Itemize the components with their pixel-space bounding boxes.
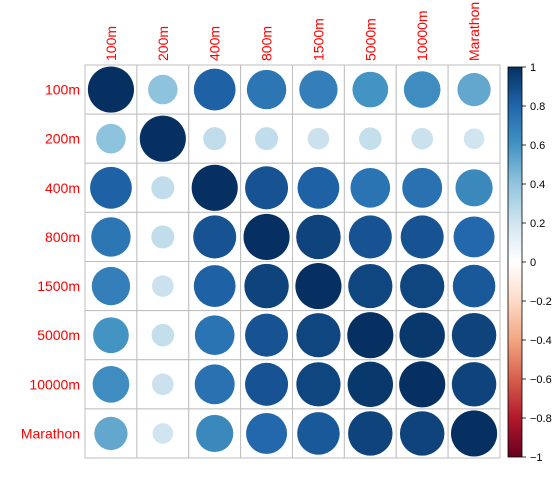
correlation-circle-Marathon-400m — [196, 414, 234, 453]
column-labels: 100m 200m 400m 800m 1500m 5000m 10000m Marathon — [103, 2, 482, 61]
colorbar-tick-label: 0.6 — [530, 140, 545, 152]
column-label-10000m: 10000m — [414, 10, 430, 61]
colorbar-tick-label: 0 — [530, 257, 536, 269]
row-label-400m: 400m — [45, 180, 80, 196]
correlation-circle-10000m-200m — [151, 373, 174, 396]
correlation-circle-400m-200m — [151, 176, 175, 200]
correlation-circle-1500m-5000m — [348, 263, 393, 309]
colorbar-tick-label: 1 — [530, 62, 536, 74]
correlation-circle-1500m-1500m — [295, 263, 342, 310]
row-label-Marathon: Marathon — [21, 425, 80, 441]
correlation-circle-5000m-100m — [93, 317, 129, 354]
correlation-circle-100m-800m — [246, 69, 287, 110]
colorbar-tick-label: 0.8 — [530, 101, 545, 113]
column-label-400m: 400m — [207, 26, 223, 61]
correlation-circle-5000m-1500m — [296, 313, 341, 358]
correlation-circle-1500m-400m — [193, 265, 236, 307]
correlation-circle-10000m-1500m — [296, 362, 341, 407]
correlation-circle-400m-1500m — [297, 166, 340, 209]
correlation-circle-800m-10000m — [400, 215, 444, 259]
correlation-circle-400m-100m — [90, 166, 132, 209]
column-label-800m: 800m — [259, 26, 275, 61]
correlation-circle-100m-10000m — [403, 71, 441, 108]
correlation-circle-100m-1500m — [299, 70, 338, 109]
correlation-circle-10000m-800m — [245, 362, 289, 406]
correlation-circle-800m-5000m — [348, 215, 392, 259]
colorbar-tick-label: 0.2 — [530, 218, 545, 230]
correlation-circle-1500m-800m — [244, 263, 289, 309]
correlation-circle-Marathon-800m — [246, 412, 288, 454]
correlation-circle-200m-5000m — [359, 127, 382, 150]
correlation-circle-5000m-10000m — [399, 312, 445, 358]
correlation-circle-200m-1500m — [307, 127, 330, 150]
row-labels: 100m 200m 400m 800m 1500m 5000m 10000m Marathon — [21, 82, 80, 442]
colorbar-gradient — [507, 66, 523, 458]
correlation-circle-100m-Marathon — [457, 72, 491, 107]
correlation-circle-Marathon-200m — [152, 423, 174, 444]
correlation-circle-Marathon-Marathon — [451, 410, 498, 457]
colorbar-tick-label: −0.2 — [530, 296, 552, 308]
correlation-circle-100m-400m — [193, 68, 236, 111]
row-label-800m: 800m — [45, 229, 80, 245]
correlation-circle-800m-100m — [91, 217, 131, 257]
column-label-100m: 100m — [103, 26, 119, 61]
row-label-100m: 100m — [45, 82, 80, 98]
correlation-circle-200m-Marathon — [463, 128, 485, 150]
correlation-circle-800m-400m — [193, 215, 237, 259]
correlation-circle-800m-Marathon — [453, 216, 495, 258]
correlation-circle-100m-100m — [87, 66, 134, 113]
correlation-circle-Marathon-10000m — [399, 411, 445, 456]
correlation-circle-Marathon-1500m — [297, 412, 340, 455]
correlation-circle-200m-10000m — [411, 127, 434, 150]
column-label-200m: 200m — [155, 26, 171, 61]
correlation-circle-800m-800m — [243, 213, 290, 260]
colorbar-tick-label: −0.6 — [530, 374, 552, 386]
colorbar-tick-label: −0.4 — [530, 335, 552, 347]
correlation-circle-1500m-100m — [91, 266, 131, 306]
correlation-circle-5000m-5000m — [347, 312, 394, 359]
correlation-circle-100m-200m — [148, 74, 178, 105]
correlation-circle-5000m-800m — [245, 313, 289, 357]
correlation-circle-5000m-400m — [194, 315, 235, 356]
colorbar-tick-label: −1 — [530, 452, 543, 464]
colorbar-tick-label: −0.8 — [530, 413, 552, 425]
correlation-circle-400m-800m — [245, 166, 289, 210]
correlation-circle-10000m-10000m — [399, 361, 446, 408]
correlation-circle-10000m-5000m — [347, 361, 394, 408]
row-label-200m: 200m — [45, 131, 80, 147]
correlation-circle-10000m-100m — [92, 366, 130, 403]
correlation-circles — [87, 66, 498, 457]
correlation-circle-400m-10000m — [402, 167, 443, 208]
row-label-5000m: 5000m — [37, 327, 80, 343]
column-label-Marathon: Marathon — [466, 2, 482, 61]
row-label-10000m: 10000m — [29, 376, 80, 392]
column-label-1500m: 1500m — [310, 18, 326, 61]
row-label-1500m: 1500m — [37, 278, 80, 294]
column-label-5000m: 5000m — [362, 18, 378, 61]
correlation-circle-200m-400m — [203, 127, 227, 151]
correlation-circle-800m-1500m — [296, 214, 341, 260]
grid-cell — [343, 113, 397, 164]
correlation-circle-800m-200m — [151, 225, 175, 249]
correlation-circle-Marathon-100m — [94, 416, 128, 451]
colorbar: 1 0.8 0.6 0.4 0.2 0 −0.2 −0.4 −0.6 −0.8 −1 — [507, 62, 552, 464]
correlation-circle-10000m-400m — [194, 364, 235, 405]
correlation-circle-400m-5000m — [350, 167, 391, 208]
colorbar-tick-label: 0.4 — [530, 179, 545, 191]
correlation-circle-1500m-Marathon — [452, 264, 496, 308]
correlation-circle-1500m-200m — [151, 275, 174, 297]
correlation-circle-200m-800m — [255, 127, 279, 151]
correlation-circle-400m-Marathon — [455, 169, 493, 207]
correlation-circle-400m-400m — [191, 164, 238, 211]
correlation-circle-Marathon-5000m — [348, 411, 393, 456]
correlation-circle-100m-5000m — [352, 71, 389, 108]
correlation-circle-5000m-Marathon — [451, 312, 497, 358]
correlation-circle-1500m-10000m — [400, 263, 445, 309]
correlation-circle-200m-100m — [96, 123, 126, 154]
correlation-circle-10000m-Marathon — [451, 362, 497, 407]
correlation-circle-5000m-200m — [151, 323, 175, 347]
correlation-circle-200m-200m — [139, 115, 186, 162]
